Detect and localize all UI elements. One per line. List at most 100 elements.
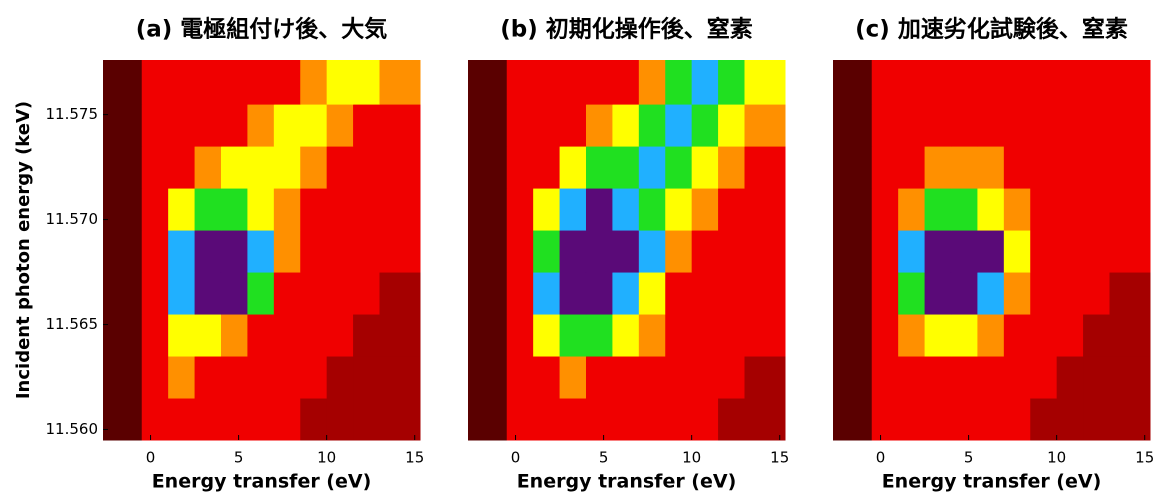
heat-cell bbox=[379, 356, 420, 398]
heat-cell bbox=[1004, 356, 1031, 398]
heat-cell bbox=[103, 104, 142, 146]
heat-cell bbox=[1030, 272, 1057, 314]
heat-cell bbox=[744, 272, 785, 314]
y-tick-label: 11.570 bbox=[46, 210, 99, 228]
heat-cell bbox=[195, 188, 222, 230]
heat-cell bbox=[1109, 356, 1150, 398]
heat-cell bbox=[612, 272, 639, 314]
heat-cell bbox=[300, 356, 327, 398]
heat-cell bbox=[951, 188, 978, 230]
heat-cell bbox=[1004, 398, 1031, 440]
heat-cell bbox=[872, 272, 899, 314]
heat-cell bbox=[872, 398, 899, 440]
heat-cell bbox=[507, 272, 534, 314]
heat-cell bbox=[1109, 104, 1150, 146]
heat-cell bbox=[468, 188, 507, 230]
heat-cell bbox=[977, 272, 1004, 314]
heat-cell bbox=[353, 356, 380, 398]
heat-cell bbox=[977, 230, 1004, 272]
heat-cell bbox=[1057, 60, 1084, 105]
heat-cell bbox=[195, 272, 222, 314]
heat-cell bbox=[1057, 314, 1084, 356]
heat-cell bbox=[612, 398, 639, 440]
heat-cell bbox=[103, 272, 142, 314]
heat-cell bbox=[833, 104, 872, 146]
heat-cell bbox=[195, 146, 222, 188]
heat-cell bbox=[379, 188, 420, 230]
heat-cell bbox=[327, 356, 354, 398]
heat-cell bbox=[327, 188, 354, 230]
heat-cell bbox=[833, 272, 872, 314]
heat-cell bbox=[327, 230, 354, 272]
heat-cell bbox=[468, 314, 507, 356]
heat-cell bbox=[612, 188, 639, 230]
heat-cell bbox=[533, 60, 560, 105]
heat-cell bbox=[586, 398, 613, 440]
heat-cell bbox=[507, 146, 534, 188]
heat-cell bbox=[586, 230, 613, 272]
heat-cell bbox=[300, 230, 327, 272]
heat-cell bbox=[925, 398, 952, 440]
heat-cell bbox=[142, 60, 169, 105]
heat-cell bbox=[951, 104, 978, 146]
heat-cell bbox=[951, 272, 978, 314]
heat-cell bbox=[103, 314, 142, 356]
heat-cell bbox=[247, 104, 274, 146]
heat-cell bbox=[247, 356, 274, 398]
heat-cell bbox=[665, 188, 692, 230]
heat-cell bbox=[560, 314, 587, 356]
x-tick-label: 15 bbox=[405, 449, 424, 467]
heat-cell bbox=[168, 272, 195, 314]
heat-cell bbox=[639, 188, 666, 230]
heat-cell bbox=[247, 60, 274, 105]
heat-cell bbox=[977, 356, 1004, 398]
heat-cell bbox=[639, 146, 666, 188]
x-tick-label: 5 bbox=[599, 449, 609, 467]
heat-cell bbox=[977, 146, 1004, 188]
heat-cell bbox=[692, 146, 719, 188]
heat-cell bbox=[612, 314, 639, 356]
heat-cell bbox=[300, 272, 327, 314]
heat-cell bbox=[872, 230, 899, 272]
x-tick-label: 0 bbox=[146, 449, 156, 467]
panel bbox=[833, 60, 1151, 441]
heat-cell bbox=[274, 356, 301, 398]
heat-cell bbox=[353, 230, 380, 272]
heat-cell bbox=[639, 60, 666, 105]
x-tick-label: 0 bbox=[511, 449, 521, 467]
heat-cell bbox=[692, 398, 719, 440]
heat-cell bbox=[195, 398, 222, 440]
heat-cell bbox=[1083, 398, 1110, 440]
figure: (a) 電極組付け後、大気051015Energy transfer (eV)1… bbox=[0, 0, 1166, 494]
x-tick-label: 15 bbox=[1135, 449, 1154, 467]
heat-cell bbox=[872, 104, 899, 146]
heat-cell bbox=[1109, 314, 1150, 356]
heat-cell bbox=[586, 188, 613, 230]
heat-cell bbox=[221, 356, 248, 398]
heat-cell bbox=[274, 398, 301, 440]
heat-cell bbox=[639, 356, 666, 398]
heat-cell bbox=[1030, 104, 1057, 146]
heat-cell bbox=[639, 398, 666, 440]
heat-cell bbox=[533, 314, 560, 356]
heat-cell bbox=[951, 356, 978, 398]
heat-cell bbox=[379, 146, 420, 188]
heat-cell bbox=[586, 356, 613, 398]
heat-cell bbox=[744, 188, 785, 230]
heat-cell bbox=[951, 398, 978, 440]
heat-cell bbox=[665, 230, 692, 272]
heat-cell bbox=[833, 398, 872, 440]
heat-cell bbox=[468, 230, 507, 272]
heat-cell bbox=[692, 104, 719, 146]
heat-cell bbox=[533, 356, 560, 398]
heat-cell bbox=[507, 188, 534, 230]
heat-cell bbox=[665, 314, 692, 356]
heat-cell bbox=[925, 146, 952, 188]
heat-cell bbox=[103, 356, 142, 398]
heat-cell bbox=[586, 146, 613, 188]
heat-cell bbox=[1083, 314, 1110, 356]
heat-cell bbox=[925, 272, 952, 314]
heat-cell bbox=[507, 104, 534, 146]
heat-cell bbox=[221, 146, 248, 188]
heat-cell bbox=[833, 188, 872, 230]
